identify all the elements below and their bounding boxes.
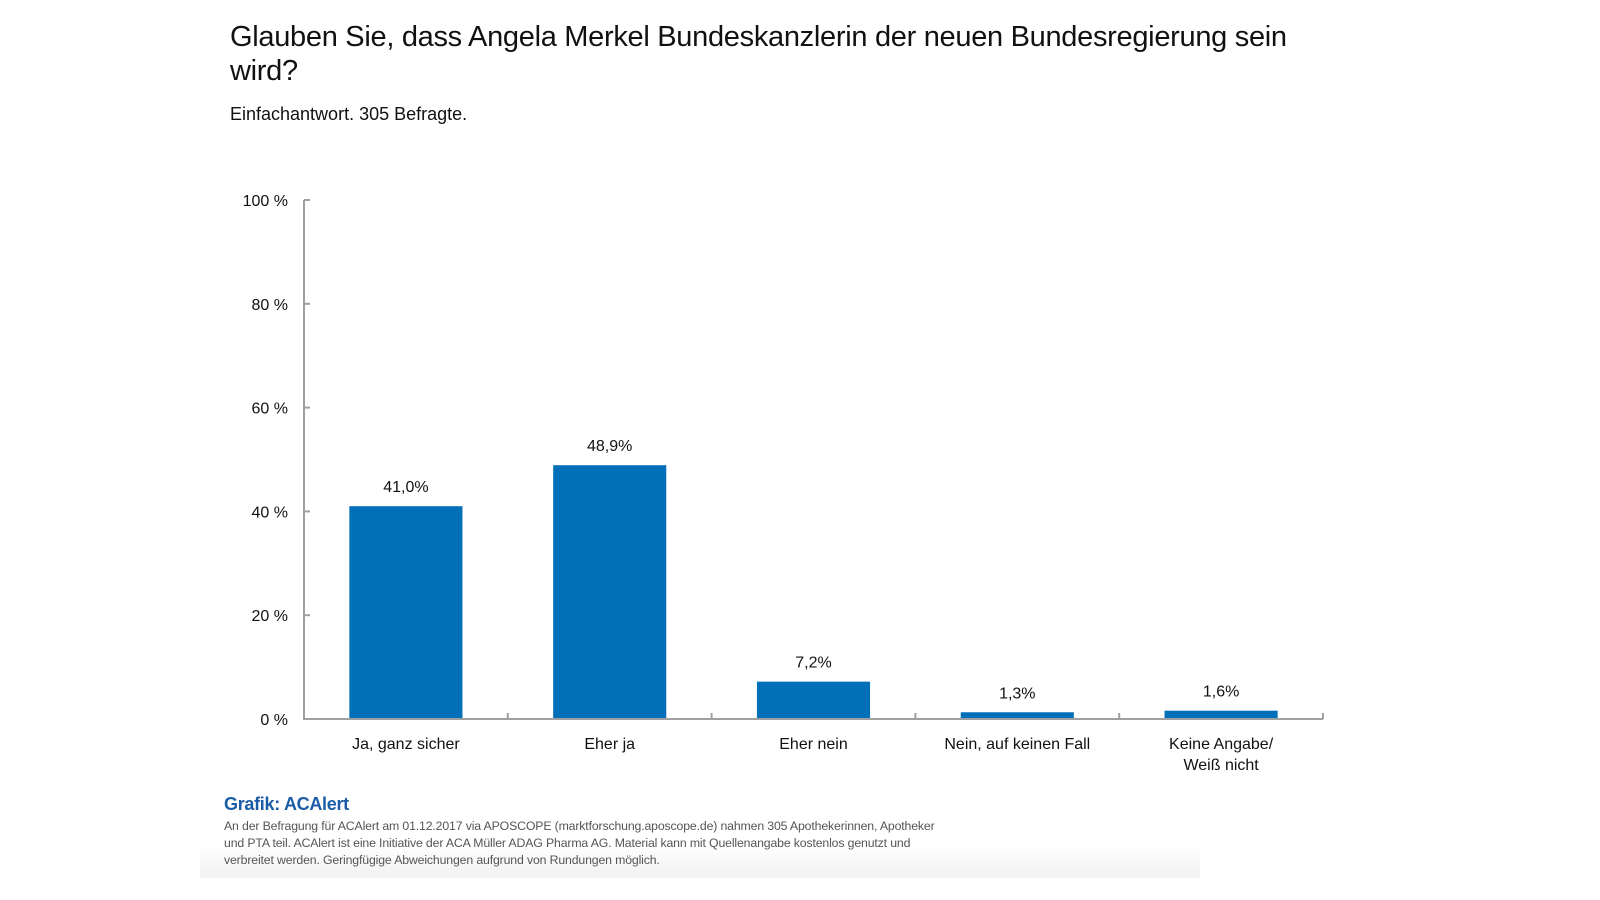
x-tick-label: Nein, auf keinen Fall	[944, 736, 1090, 753]
data-label: 1,3%	[999, 685, 1035, 702]
x-tick-label: Eher ja	[584, 736, 635, 753]
chart-title: Glauben Sie, dass Angela Merkel Bundeska…	[230, 21, 1287, 87]
bar	[553, 465, 667, 718]
x-tick-label: Ja, ganz sicher	[352, 736, 460, 753]
data-label: 41,0%	[383, 479, 428, 496]
bar	[756, 681, 871, 718]
y-tick-label: 40 %	[252, 504, 288, 521]
y-tick-label: 80 %	[252, 297, 288, 314]
data-label: 48,9%	[587, 438, 632, 455]
y-tick-label: 60 %	[252, 401, 288, 418]
bars	[349, 465, 1278, 718]
x-tick-label: Eher nein	[779, 736, 848, 753]
y-tick-label: 20 %	[252, 608, 288, 625]
chart-subtitle: Einfachantwort. 305 Befragte.	[230, 104, 468, 124]
axes: 0 % 20 % 40 % 60 % 80 % 100 %	[243, 193, 1324, 729]
chart-credit: Grafik: ACAlert	[224, 794, 349, 814]
bar	[349, 506, 463, 718]
bar-chart: 0 % 20 % 40 % 60 % 80 % 100 % 41,0% Ja, ganz s…	[243, 193, 1324, 774]
bar	[960, 712, 1074, 718]
footer-background	[200, 792, 1200, 878]
bar	[1164, 710, 1278, 718]
chart-footnote: An der Befragung für ACAlert am 01.12.20…	[224, 819, 935, 867]
data-label: 1,6%	[1203, 684, 1239, 701]
x-tick-label: Keine Angabe/Weiß nicht	[1169, 736, 1274, 774]
y-tick-label: 100 %	[243, 193, 288, 210]
data-label: 7,2%	[795, 655, 831, 672]
labels: 41,0% Ja, ganz sicher 48,9% Eher ja 7,2% Eher…	[352, 438, 1274, 774]
y-tick-label: 0 %	[260, 712, 288, 729]
